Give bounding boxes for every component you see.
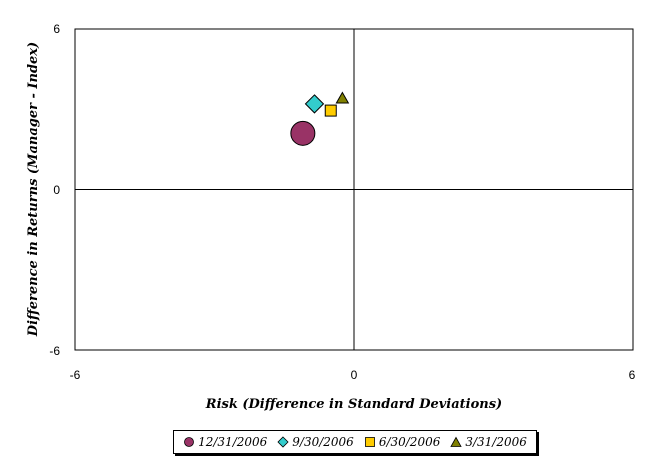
y-tick-label-middle: 0 <box>53 183 60 197</box>
legend: 12/31/2006 9/30/2006 6/30/2006 3/31/2006 <box>173 430 537 454</box>
legend-item: 12/31/2006 <box>183 435 267 449</box>
y-axis-title: Difference in Returns (Manager - Index) <box>26 42 41 337</box>
x-tick-label-left: -6 <box>70 368 81 382</box>
x-tick-label-right: 6 <box>629 368 636 382</box>
data-point-circle <box>290 120 316 146</box>
data-point-square <box>324 104 337 117</box>
square-marker-icon <box>364 437 375 447</box>
circle-marker-icon <box>184 437 195 447</box>
legend-item: 3/31/2006 <box>450 435 527 449</box>
legend-label: 12/31/2006 <box>198 435 268 449</box>
y-tick-label-top: 6 <box>53 22 60 36</box>
data-points <box>290 91 350 146</box>
x-tick-label-middle: 0 <box>351 368 358 382</box>
diamond-marker-icon <box>277 436 289 448</box>
legend-label: 9/30/2006 <box>292 435 354 449</box>
triangle-marker-icon <box>450 436 463 447</box>
x-axis-title: Risk (Difference in Standard Deviations) <box>205 397 502 412</box>
data-point-triangle <box>335 91 350 104</box>
legend-label: 3/31/2006 <box>465 435 527 449</box>
legend-label: 6/30/2006 <box>378 435 441 449</box>
legend-item: 9/30/2006 <box>277 435 354 449</box>
legend-item: 6/30/2006 <box>364 435 441 449</box>
y-tick-label-bottom: -6 <box>49 344 60 358</box>
data-point-diamond <box>304 94 325 114</box>
